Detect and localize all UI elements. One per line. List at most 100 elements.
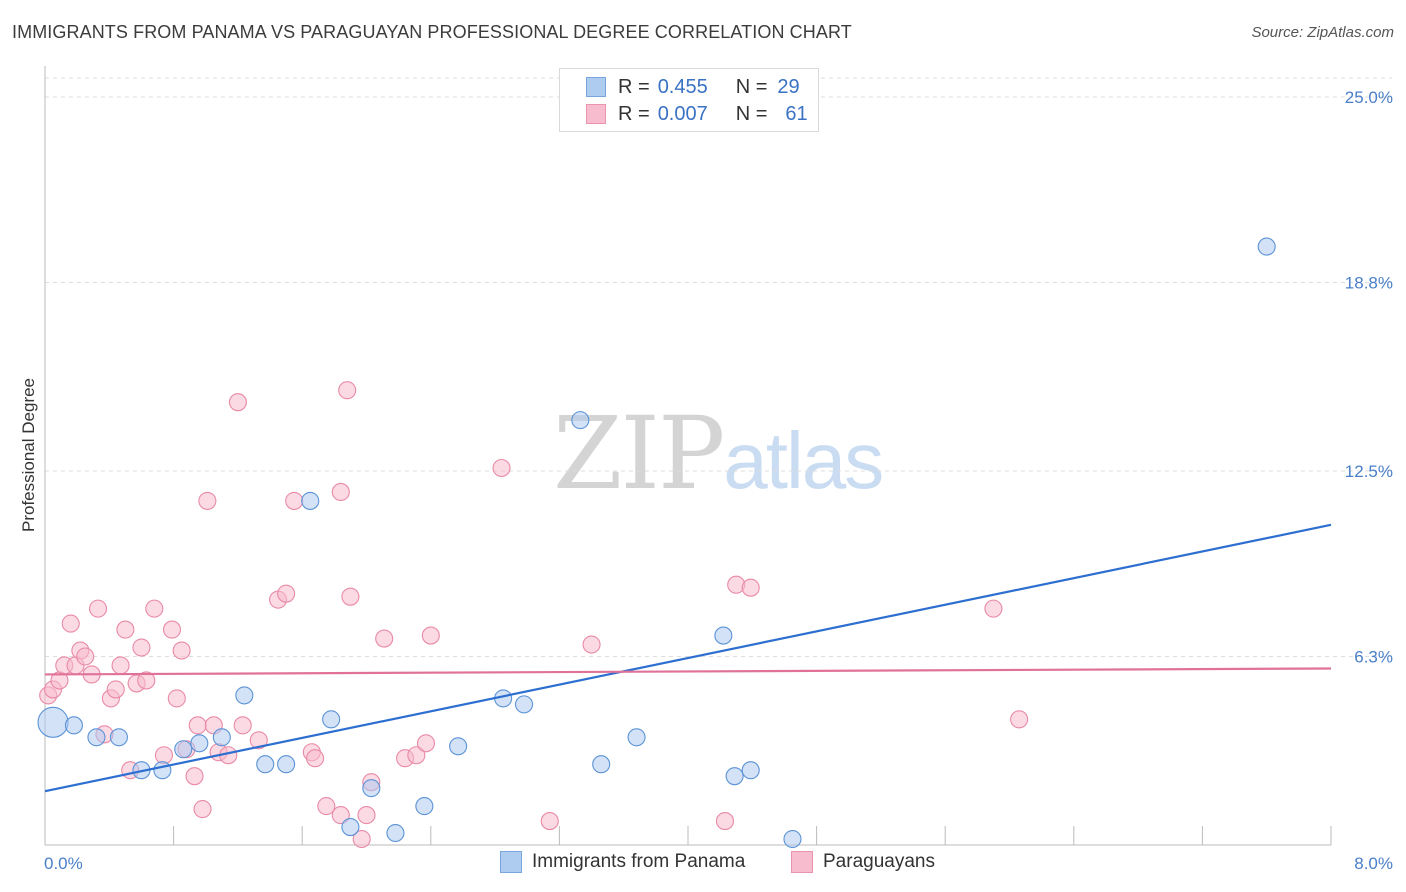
panama-point-27 bbox=[783, 829, 802, 849]
paraguayan-point-58 bbox=[984, 599, 1003, 618]
panama-point-3 bbox=[109, 728, 128, 747]
paraguayan-point-7 bbox=[76, 647, 95, 666]
x-tick-label-0: 0.0% bbox=[44, 854, 83, 873]
paraguayan-point-31 bbox=[228, 393, 247, 412]
bottom-legend-label-panama: Immigrants from Panama bbox=[532, 851, 746, 872]
panama-point-22 bbox=[592, 755, 611, 774]
paraguayan-point-32 bbox=[233, 716, 252, 735]
watermark: ZIPatlas bbox=[553, 395, 884, 512]
paraguayan-point-21 bbox=[162, 620, 182, 639]
legend-n-label: N = bbox=[735, 102, 768, 125]
paraguayan-point-54 bbox=[582, 635, 601, 654]
bottom-legend-paraguayans[interactable]: Paraguayans bbox=[791, 851, 935, 873]
trend-lines bbox=[44, 523, 1332, 793]
paraguayan-point-47 bbox=[375, 629, 394, 648]
legend-n-value: 29 bbox=[777, 75, 800, 98]
paraguayan-point-50 bbox=[416, 734, 436, 753]
legend-r-label: R = bbox=[618, 75, 650, 98]
panama-point-16 bbox=[386, 823, 405, 843]
y-tick-label-3: 25.0% bbox=[1345, 88, 1393, 107]
paraguayan-point-22 bbox=[167, 689, 186, 708]
panama-point-9 bbox=[235, 686, 254, 705]
panama-point-5 bbox=[153, 761, 172, 780]
paraguayan-point-53 bbox=[540, 812, 559, 831]
legend-r-value: 0.455 bbox=[657, 75, 708, 98]
paraguayan-point-33 bbox=[249, 731, 268, 750]
paraguayan-point-14 bbox=[116, 620, 135, 639]
panama-point-1 bbox=[64, 716, 83, 735]
panama-point-15 bbox=[362, 779, 381, 798]
paraguayan-point-45 bbox=[357, 806, 376, 825]
panama-point-0 bbox=[37, 706, 69, 738]
y-axis-title: Professional Degree bbox=[19, 378, 38, 532]
paraguayan-point-27 bbox=[193, 800, 212, 819]
panama-point-7 bbox=[190, 734, 209, 753]
y-tick-label-0: 6.3% bbox=[1354, 648, 1393, 667]
panama-point-13 bbox=[322, 710, 341, 729]
tick-labels: 6.3% 12.5% 18.8% 25.0% 0.0% 8.0% bbox=[44, 88, 1393, 873]
panama-point-25 bbox=[725, 767, 744, 786]
panama-point-2 bbox=[87, 728, 106, 747]
panama-point-14 bbox=[341, 817, 360, 837]
legend-r-value: 0.007 bbox=[657, 102, 708, 125]
paraguayan-point-20 bbox=[154, 746, 174, 765]
bottom-legend-panama[interactable]: Immigrants from Panama bbox=[500, 851, 745, 873]
chart-title: IMMIGRANTS FROM PANAMA VS PARAGUAYAN PRO… bbox=[12, 22, 852, 42]
paraguayan-point-42 bbox=[338, 381, 357, 400]
legend-row-paraguayans: R = 0.007 N = 61 bbox=[586, 101, 808, 127]
paraguayan-point-25 bbox=[185, 767, 204, 786]
y-tick-label-2: 18.8% bbox=[1345, 274, 1393, 293]
paraguayan-point-18 bbox=[137, 671, 156, 690]
x-tick-label-1: 8.0% bbox=[1354, 854, 1393, 873]
paraguayan-point-9 bbox=[88, 599, 108, 618]
legend-n-label: N = bbox=[735, 75, 768, 98]
panama-point-17 bbox=[415, 797, 434, 816]
correlation-legend: R = 0.455 N = 29 R = 0.007 N = 61 bbox=[559, 68, 819, 132]
paraguayan-point-23 bbox=[172, 641, 191, 660]
bottom-legend-label-paraguayans: Paraguayans bbox=[823, 851, 935, 872]
paraguayan-point-35 bbox=[277, 584, 296, 603]
paraguayan-point-55 bbox=[715, 812, 735, 831]
panama-point-21 bbox=[571, 411, 590, 430]
paraguayan-point-43 bbox=[341, 587, 360, 606]
paraguayan-point-4 bbox=[61, 614, 80, 633]
legend-n-value: 61 bbox=[785, 102, 808, 125]
paraguayan-point-51 bbox=[421, 626, 440, 645]
paraguayan-point-19 bbox=[145, 599, 164, 618]
panama-point-6 bbox=[174, 740, 193, 759]
gridlines bbox=[45, 77, 1392, 658]
panama-point-23 bbox=[627, 728, 646, 747]
panama-point-24 bbox=[714, 626, 733, 645]
legend-row-panama: R = 0.455 N = 29 bbox=[586, 74, 800, 100]
panama-point-18 bbox=[449, 737, 468, 756]
panama-trend-line bbox=[44, 523, 1332, 793]
watermark-atlas: atlas bbox=[723, 416, 884, 505]
paraguayan-point-38 bbox=[306, 749, 325, 768]
paraguayan-point-39 bbox=[317, 797, 336, 816]
paraguayan-point-26 bbox=[188, 716, 207, 735]
legend-r-label: R = bbox=[618, 102, 650, 125]
legend-swatch-panama bbox=[586, 77, 606, 97]
paraguayan-trend-line bbox=[44, 667, 1332, 676]
data-points bbox=[37, 237, 1276, 849]
paraguayan-point-28 bbox=[198, 491, 217, 510]
paraguayan-point-41 bbox=[331, 482, 350, 501]
panama-point-8 bbox=[212, 728, 231, 747]
panama-point-12 bbox=[301, 491, 320, 510]
panama-point-11 bbox=[277, 755, 296, 774]
paraguayan-point-44 bbox=[352, 829, 371, 849]
panama-point-20 bbox=[514, 695, 534, 714]
source-label: Source: ZipAtlas.com bbox=[1251, 24, 1394, 41]
paraguayan-point-59 bbox=[1010, 710, 1029, 729]
paraguayan-point-36 bbox=[285, 491, 304, 510]
paraguayan-point-13 bbox=[111, 656, 130, 675]
bottom-legend-swatch-paraguayans bbox=[791, 851, 813, 873]
paraguayan-point-52 bbox=[492, 458, 511, 478]
panama-point-26 bbox=[741, 761, 760, 780]
paraguayan-point-17 bbox=[132, 638, 151, 657]
paraguayan-point-40 bbox=[331, 806, 350, 825]
panama-point-10 bbox=[256, 755, 275, 774]
y-tick-label-1: 12.5% bbox=[1345, 462, 1393, 481]
paraguayan-point-57 bbox=[741, 578, 760, 597]
